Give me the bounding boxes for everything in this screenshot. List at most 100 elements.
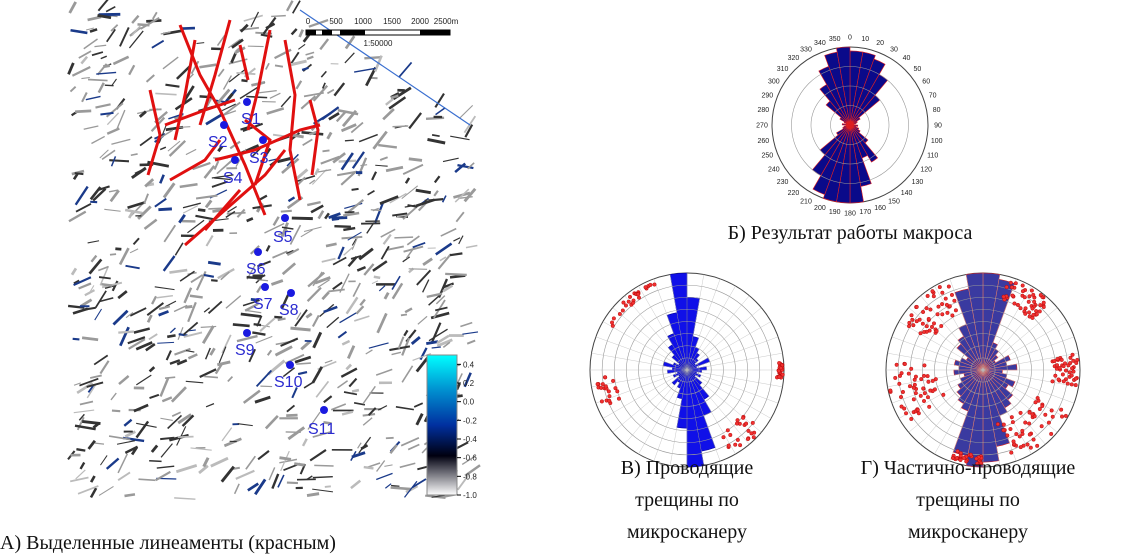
caption-line: микросканеру [627, 521, 747, 543]
pole-dot [1061, 373, 1065, 377]
pole-dot [909, 367, 913, 371]
colorbar-label: 0.0 [463, 398, 475, 407]
texture-stroke [417, 414, 423, 425]
pole-dot [946, 311, 950, 315]
texture-stroke [180, 184, 198, 187]
texture-stroke [94, 45, 106, 46]
colorbar-label: -0.8 [463, 472, 477, 481]
angle-label: 230 [777, 179, 789, 186]
texture-stroke [278, 475, 284, 487]
pole-dot [649, 283, 653, 287]
texture-stroke [361, 445, 367, 449]
texture-stroke [75, 111, 91, 112]
pole-dot [1074, 361, 1078, 365]
pole-dot [612, 317, 616, 321]
texture-stroke [91, 136, 104, 143]
texture-stroke [391, 488, 411, 490]
texture-stroke [459, 236, 463, 244]
texture-stroke [392, 126, 408, 127]
texture-stroke [291, 52, 298, 63]
texture-stroke [80, 402, 93, 405]
texture-stroke [279, 458, 291, 460]
texture-stroke [360, 299, 365, 305]
texture-stroke [186, 149, 196, 154]
pole-dot [607, 399, 611, 403]
texture-stroke [157, 342, 174, 343]
texture-stroke [269, 467, 275, 480]
texture-stroke [406, 246, 414, 258]
pole-dot [901, 390, 905, 394]
texture-stroke [399, 62, 412, 77]
pole-dot [953, 299, 957, 303]
pole-dot [728, 433, 732, 437]
pole-dot [926, 374, 930, 378]
texture-stroke [333, 282, 342, 289]
texture-stroke [313, 367, 322, 383]
angle-label: 260 [757, 138, 769, 145]
page: {"map":{"caption":"А) Выделенные линеаме… [0, 0, 1124, 559]
texture-stroke [348, 200, 363, 212]
angle-label: 350 [829, 36, 841, 43]
texture-stroke [76, 204, 91, 212]
angle-label: 270 [756, 123, 768, 130]
texture-stroke [302, 68, 308, 70]
well-label: S3 [249, 150, 269, 167]
pole-dot [935, 329, 939, 333]
pole-dot [927, 317, 931, 321]
texture-stroke [144, 194, 148, 204]
texture-stroke [165, 301, 176, 307]
scale-bar [306, 30, 450, 35]
texture-stroke [316, 381, 328, 397]
texture-stroke [320, 39, 328, 49]
texture-stroke [315, 169, 318, 175]
pole-dot [1018, 435, 1022, 439]
texture-stroke [356, 306, 363, 313]
texture-stroke [100, 150, 109, 158]
pole-dot [910, 318, 914, 322]
pole-dot [927, 405, 931, 409]
pole-dot [1006, 434, 1010, 438]
angle-label: 150 [888, 199, 900, 206]
pole-dot [604, 385, 608, 389]
texture-stroke [88, 80, 108, 81]
texture-stroke [98, 0, 108, 11]
pole-dot [1039, 293, 1043, 297]
texture-stroke [275, 65, 283, 66]
texture-stroke [300, 30, 303, 37]
texture-stroke [408, 445, 419, 450]
texture-stroke [160, 147, 166, 149]
texture-stroke [228, 377, 233, 382]
texture-stroke [85, 290, 95, 295]
pole-dot [1062, 380, 1066, 384]
texture-stroke [224, 439, 241, 446]
texture-stroke [164, 183, 174, 197]
texture-stroke [327, 90, 333, 94]
map-texture [68, 0, 480, 499]
scale-label: 2500m [434, 17, 459, 26]
texture-stroke [405, 308, 412, 312]
texture-stroke [403, 165, 423, 174]
texture-stroke [204, 376, 218, 377]
pole-dot [1019, 411, 1023, 415]
texture-stroke [423, 259, 432, 265]
texture-stroke [226, 296, 241, 309]
texture-stroke [172, 387, 186, 401]
pole-dot [631, 301, 635, 305]
pole-dot [931, 289, 935, 293]
texture-stroke [303, 439, 307, 446]
pole-dot [934, 377, 938, 381]
angle-label: 90 [934, 123, 942, 130]
texture-stroke [190, 296, 203, 298]
texture-stroke [436, 108, 446, 115]
texture-stroke [70, 87, 75, 92]
texture-stroke [267, 245, 270, 251]
colorbar-label: -0.4 [463, 435, 477, 444]
well-label: S4 [223, 170, 243, 187]
texture-stroke [110, 254, 116, 255]
pole-dot [746, 437, 750, 441]
texture-stroke [69, 63, 74, 74]
texture-stroke [325, 213, 329, 218]
texture-stroke [427, 139, 445, 143]
pole-dot [1054, 374, 1058, 378]
pole-dot [1021, 289, 1025, 293]
